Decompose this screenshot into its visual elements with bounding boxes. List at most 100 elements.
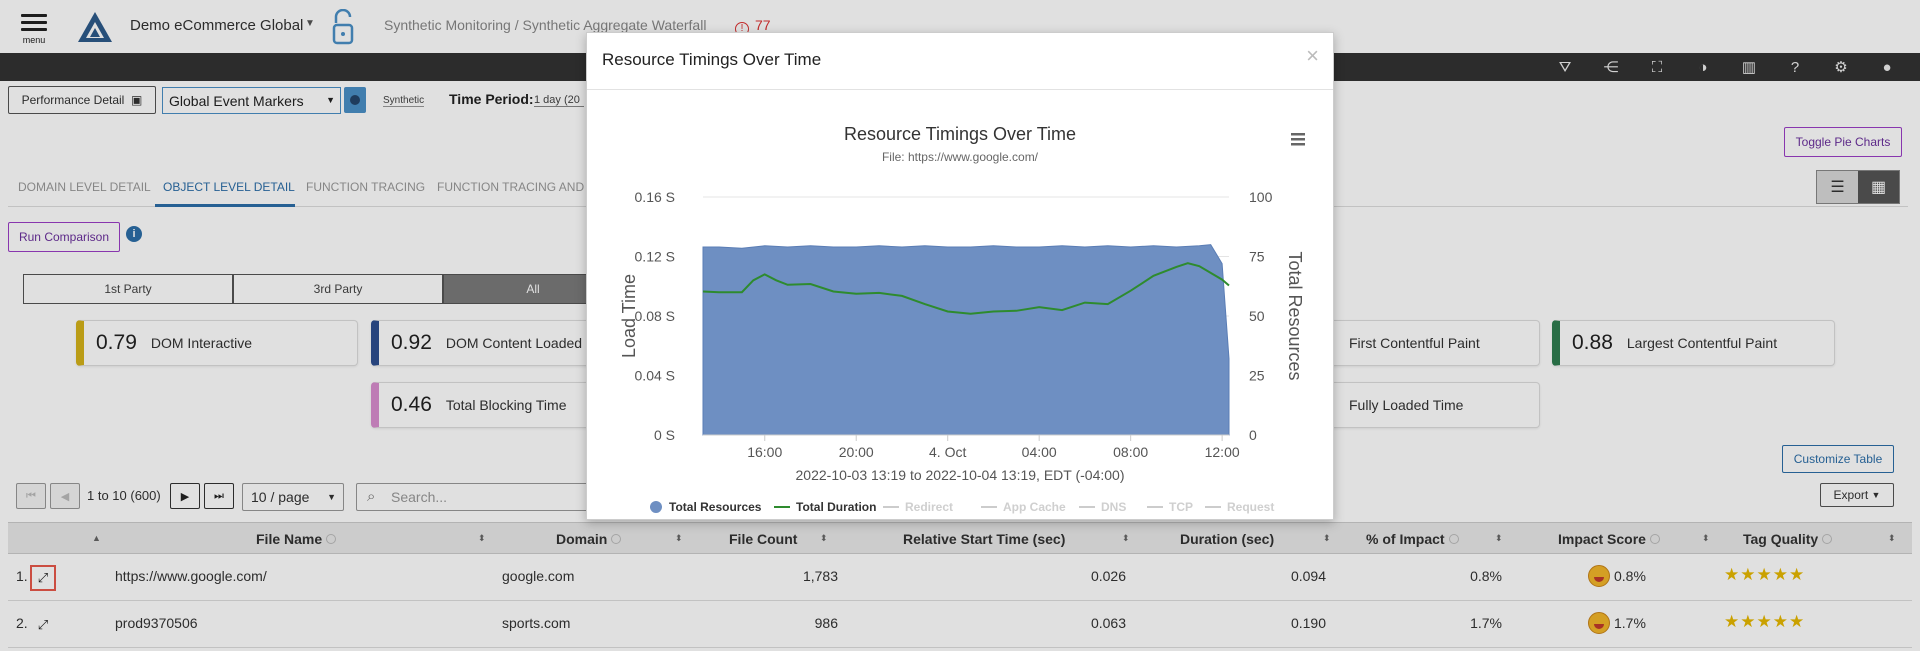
series-line-total-duration	[702, 262, 1230, 315]
help-icon[interactable]: ?	[1790, 58, 1800, 76]
col-tag-quality[interactable]: Tag Quality	[1743, 531, 1833, 547]
close-icon[interactable]: ×	[1306, 43, 1319, 68]
y-right-tick-label: 25	[1249, 368, 1265, 384]
performance-detail-button[interactable]: Performance Detail ▣	[8, 86, 156, 114]
legend-item-label: Redirect	[905, 500, 953, 514]
impact-score: 0.8%	[1588, 565, 1646, 587]
metric-value: 0.88	[1572, 331, 1613, 354]
file-count: 986	[814, 615, 838, 631]
modal-title: Resource Timings Over Time	[602, 50, 822, 69]
impact-percent: 1.7%	[1470, 615, 1502, 631]
duration: 0.190	[1290, 615, 1326, 631]
col-label: File Name	[256, 531, 323, 547]
customize-table-button[interactable]: Customize Table	[1782, 445, 1894, 473]
next-page-button[interactable]: ▶	[170, 483, 200, 509]
tab-function-tracing-and-other[interactable]: FUNCTION TRACING AND O	[437, 180, 587, 194]
col-relative-start[interactable]: Relative Start Time (sec)	[903, 531, 1066, 547]
sort-icon[interactable]: ⬍	[1122, 533, 1130, 543]
x-axis-label: 2022-10-03 13:19 to 2022-10-04 13:19, ED…	[796, 467, 1125, 483]
chevron-down-icon: ▼	[327, 492, 336, 502]
sort-icon[interactable]: ⬍	[820, 533, 828, 543]
filter-3rd-party[interactable]: 3rd Party	[233, 274, 443, 304]
y-left-tick-label: 0.08 S	[635, 308, 675, 324]
menu-button[interactable]: menu	[18, 10, 50, 45]
waterfall-view-icon[interactable]: ☰	[1817, 171, 1858, 203]
chart-subtitle: File: https://www.google.com/	[882, 150, 1039, 164]
breadcrumb: Synthetic Monitoring / Synthetic Aggrega…	[384, 17, 707, 33]
page-range: 1 to 10 (600)	[87, 488, 161, 503]
info-icon[interactable]: i	[126, 226, 142, 242]
filter-icon[interactable]: ⛛	[1558, 58, 1572, 76]
metric-name: DOM Content Loaded	[445, 335, 583, 351]
gear-icon[interactable]: ⚙	[1834, 59, 1848, 76]
sort-icon[interactable]: ⬍	[1888, 533, 1896, 543]
table-view-icon[interactable]: ▦	[1870, 179, 1887, 196]
hamburger-icon	[18, 14, 50, 31]
tab-function-tracing[interactable]: FUNCTION TRACING	[306, 180, 426, 194]
tab-object-level-detail[interactable]: OBJECT LEVEL DETAIL	[163, 180, 295, 194]
duration: 0.094	[1290, 568, 1326, 584]
performance-detail-label: Performance Detail	[21, 93, 125, 107]
sort-icon[interactable]: ⬍	[675, 533, 683, 543]
event-markers-select[interactable]: Global Event Markers ▼	[162, 87, 341, 114]
unlock-icon[interactable]	[330, 9, 356, 45]
filter-1st-party[interactable]: 1st Party	[23, 274, 233, 304]
synthetic-link[interactable]: Synthetic	[383, 95, 425, 107]
x-tick-label: 16:00	[747, 444, 782, 460]
table-row[interactable]: 1. ⤢ https://www.google.com/ google.com …	[8, 555, 1912, 601]
col-impact[interactable]: % of Impact	[1366, 531, 1459, 547]
sort-icon[interactable]: ⬍	[1702, 533, 1710, 543]
y-left-tick-label: 0.04 S	[635, 368, 675, 384]
col-file-count[interactable]: File Count	[729, 531, 798, 547]
metric-value: 0.79	[96, 331, 137, 354]
per-page-select[interactable]: 10 / page ▼	[242, 483, 344, 511]
toggle-pie-charts-button[interactable]: Toggle Pie Charts	[1784, 127, 1902, 157]
col-duration[interactable]: Duration (sec)	[1180, 531, 1275, 547]
table-row[interactable]: 2. ⤢ prod9370506 sports.com 986 0.063 0.…	[8, 602, 1912, 648]
prev-page-button[interactable]: ◀	[50, 483, 80, 509]
resource-timings-modal: Resource Timings Over Time × Resource Ti…	[586, 32, 1334, 520]
event-markers-value: Global Event Markers	[169, 93, 304, 109]
file-count: 1,783	[802, 568, 838, 584]
sort-asc-icon[interactable]: ▲	[92, 533, 101, 543]
metric-value: 0.92	[391, 331, 432, 354]
metric-name: Total Blocking Time	[445, 397, 567, 413]
user-icon[interactable]: ●	[1882, 58, 1892, 76]
col-impact-score[interactable]: Impact Score	[1558, 531, 1660, 547]
expand-icon[interactable]: ⤢	[37, 617, 49, 632]
first-page-button[interactable]: ⏮	[16, 483, 46, 509]
sort-icon[interactable]: ⬍	[1495, 533, 1503, 543]
legend-item-label: TCP	[1169, 500, 1193, 514]
smiley-icon	[1588, 565, 1610, 587]
book-icon[interactable]: ▥	[1741, 59, 1757, 76]
share-icon[interactable]: ⋲	[1603, 59, 1619, 76]
org-dropdown-icon[interactable]: ▼	[305, 18, 315, 29]
expand-icon[interactable]: ⤢	[30, 565, 56, 591]
col-file-name[interactable]: File Name	[256, 531, 337, 547]
per-page-value: 10 / page	[251, 489, 310, 505]
active-tab-indicator	[155, 204, 295, 207]
metric-name: Largest Contentful Paint	[1626, 335, 1778, 351]
last-page-button[interactable]: ⏭	[204, 483, 234, 509]
time-period-select[interactable]: 1 day (20	[534, 94, 584, 107]
tab-domain-level-detail[interactable]: DOMAIN LEVEL DETAIL	[18, 180, 151, 194]
legend-item-label: Request	[1227, 500, 1274, 514]
calendar-icon: ▣	[131, 93, 143, 107]
fullscreen-icon[interactable]: ⛶	[1651, 58, 1663, 76]
export-button[interactable]: Export ▼	[1820, 483, 1894, 507]
sort-icon[interactable]: ⬍	[1323, 533, 1331, 543]
sort-icon[interactable]: ⬍	[478, 533, 486, 543]
map-pin-button[interactable]	[344, 87, 366, 113]
col-domain[interactable]: Domain	[556, 531, 622, 547]
org-name[interactable]: Demo eCommerce Global	[130, 17, 304, 34]
chart-menu-icon	[1291, 143, 1305, 146]
table-header: ▲ File Name ⬍ Domain ⬍ File Count ⬍ Rela…	[8, 522, 1912, 554]
y-right-tick-label: 50	[1249, 308, 1265, 324]
run-comparison-button[interactable]: Run Comparison	[8, 222, 120, 252]
help-icon	[1822, 534, 1833, 544]
brand-logo-icon	[78, 12, 112, 42]
contrast-icon[interactable]: ◑	[1698, 58, 1708, 76]
menu-label: menu	[22, 35, 46, 45]
smiley-icon	[1588, 612, 1610, 634]
row-index: 2.	[16, 615, 28, 631]
